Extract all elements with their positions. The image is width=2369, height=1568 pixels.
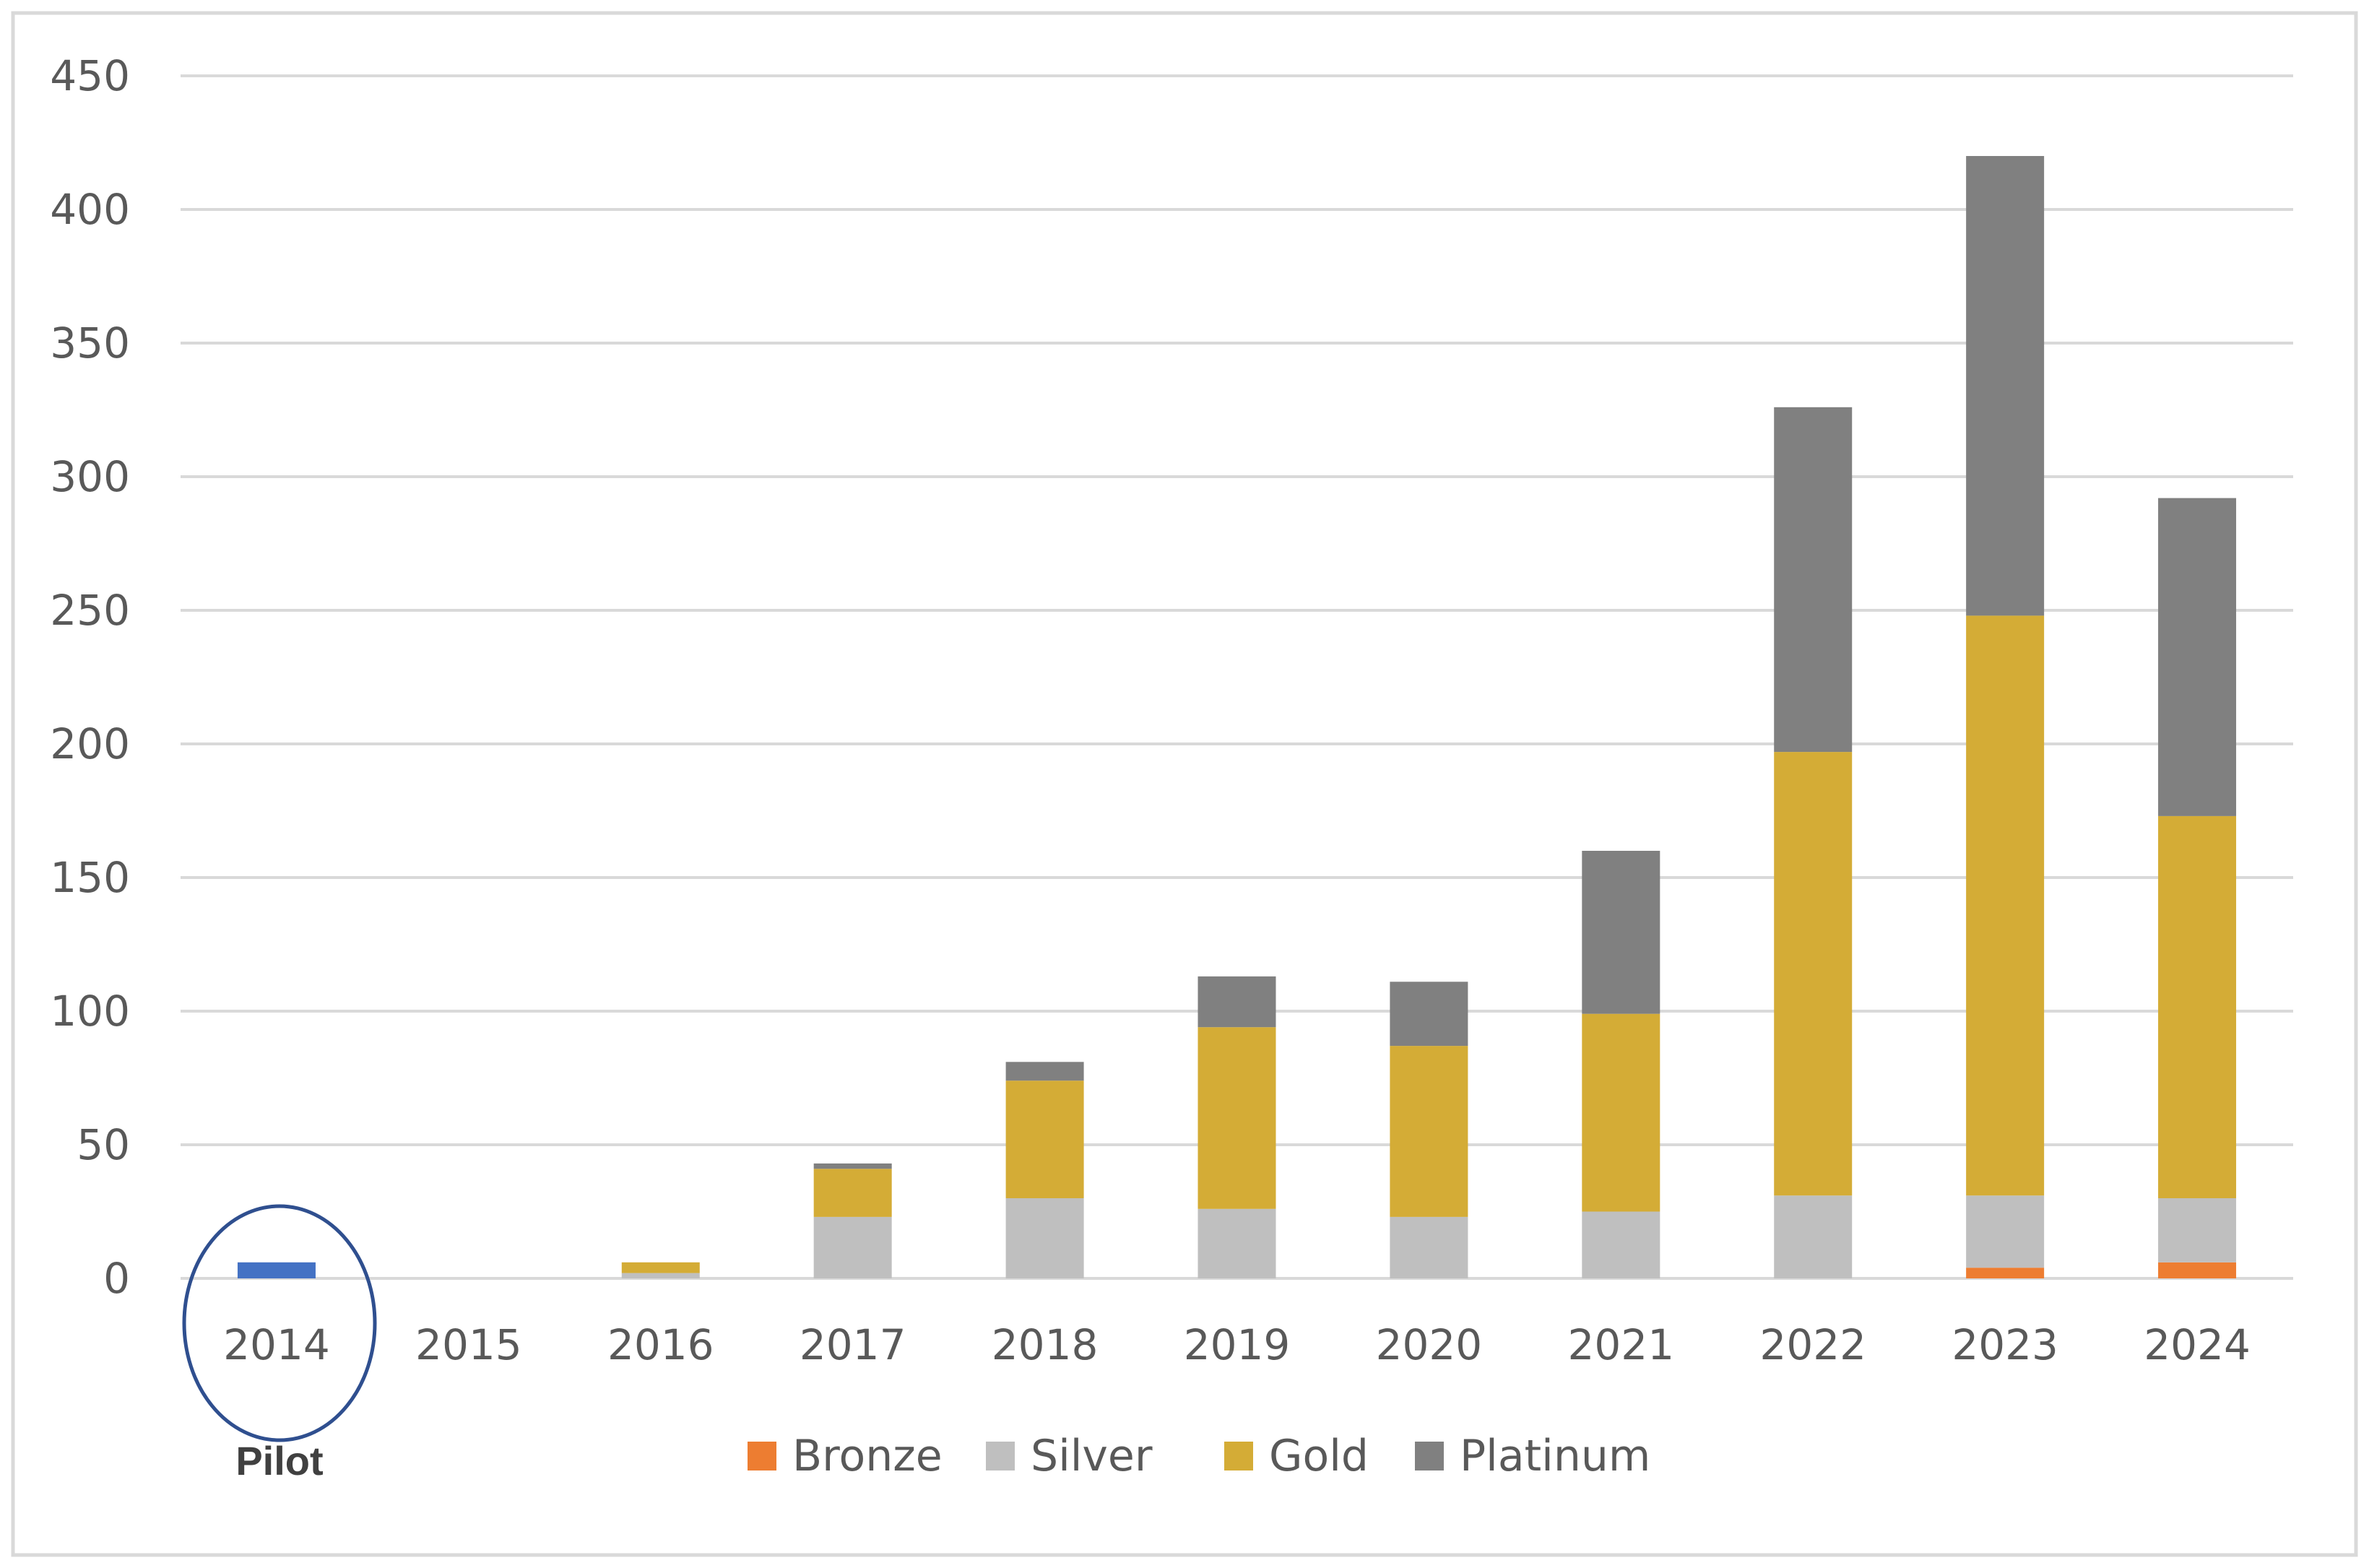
- bar-silver-2023: [1966, 1195, 2045, 1268]
- x-tick-label-2018: 2018: [992, 1320, 1099, 1369]
- gridlines: [181, 74, 2293, 1280]
- bar-bronze-2024: [2158, 1262, 2237, 1278]
- x-tick-label-2024: 2024: [2144, 1320, 2251, 1369]
- bar-gold-2017: [813, 1169, 892, 1217]
- pilot-highlight-circle: [182, 1204, 377, 1442]
- x-tick-label-2023: 2023: [1952, 1320, 2058, 1369]
- bar-platinum-2020: [1390, 982, 1468, 1047]
- legend-swatch-platinum: [1415, 1442, 1444, 1470]
- y-tick-label-300: 300: [50, 452, 130, 501]
- bar-platinum-2019: [1198, 976, 1276, 1028]
- bar-silver-2021: [1582, 1211, 1660, 1278]
- pilot-label: Pilot: [235, 1438, 323, 1483]
- bar-platinum-2021: [1582, 851, 1660, 1014]
- y-tick-label-400: 400: [50, 185, 130, 234]
- bar-gold-2018: [1005, 1080, 1084, 1198]
- x-tick-label-2017: 2017: [800, 1320, 906, 1369]
- bar-platinum-2022: [1774, 407, 1853, 753]
- bar-pilot-2014: [237, 1262, 316, 1278]
- y-tick-label-200: 200: [50, 719, 130, 768]
- y-tick-label-50: 50: [77, 1120, 130, 1169]
- bar-silver-2019: [1198, 1208, 1276, 1278]
- y-axis-tick-labels: 0 50 100 150 200 250 300 350 400 450: [50, 51, 130, 1303]
- bar-gold-2021: [1582, 1013, 1660, 1212]
- x-tick-label-2020: 2020: [1376, 1320, 1483, 1369]
- x-tick-label-2016: 2016: [607, 1320, 714, 1369]
- bar-gold-2023: [1966, 615, 2045, 1196]
- bar-silver-2016: [621, 1273, 700, 1278]
- bar-silver-2024: [2158, 1198, 2237, 1262]
- bar-platinum-2017: [813, 1163, 892, 1169]
- bar-gold-2019: [1198, 1027, 1276, 1209]
- pilot-annotation: Pilot: [182, 1204, 377, 1483]
- legend-label-gold: Gold: [1269, 1431, 1369, 1481]
- bar-silver-2018: [1005, 1198, 1084, 1278]
- legend-swatch-silver: [986, 1442, 1015, 1470]
- chart-frame: [11, 11, 2358, 1557]
- y-tick-label-150: 150: [50, 853, 130, 902]
- legend-label-platinum: Platinum: [1460, 1431, 1650, 1481]
- bar-bronze-2023: [1966, 1268, 2045, 1278]
- bar-gold-2024: [2158, 815, 2237, 1198]
- bar-silver-2020: [1390, 1216, 1468, 1278]
- y-tick-label-0: 0: [103, 1254, 130, 1303]
- bar-gold-2022: [1774, 752, 1853, 1196]
- legend-swatch-gold: [1224, 1442, 1253, 1470]
- legend-swatch-bronze: [748, 1442, 776, 1470]
- legend-label-silver: Silver: [1031, 1431, 1153, 1481]
- bars: [237, 156, 2237, 1278]
- x-tick-label-2019: 2019: [1184, 1320, 1291, 1369]
- y-tick-label-100: 100: [50, 987, 130, 1036]
- legend: Bronze Silver Gold Platinum: [748, 1431, 1650, 1481]
- x-tick-label-2021: 2021: [1568, 1320, 1675, 1369]
- bar-gold-2016: [621, 1262, 700, 1273]
- bar-gold-2020: [1390, 1046, 1468, 1217]
- bar-platinum-2018: [1005, 1062, 1084, 1081]
- bar-silver-2022: [1774, 1195, 1853, 1278]
- x-tick-label-2015: 2015: [415, 1320, 522, 1369]
- y-tick-label-250: 250: [50, 586, 130, 635]
- y-tick-label-450: 450: [50, 51, 130, 100]
- x-tick-label-2022: 2022: [1759, 1320, 1866, 1369]
- bar-platinum-2024: [2158, 498, 2237, 816]
- bar-platinum-2023: [1966, 156, 2045, 616]
- x-axis-tick-labels: 2014 2015 2016 2017 2018 2019 2020 2021 2022 2023…: [223, 1320, 2251, 1369]
- legend-label-bronze: Bronze: [792, 1431, 943, 1481]
- y-tick-label-350: 350: [50, 319, 130, 368]
- x-tick-label-2014: 2014: [223, 1320, 330, 1369]
- bar-silver-2017: [813, 1216, 892, 1278]
